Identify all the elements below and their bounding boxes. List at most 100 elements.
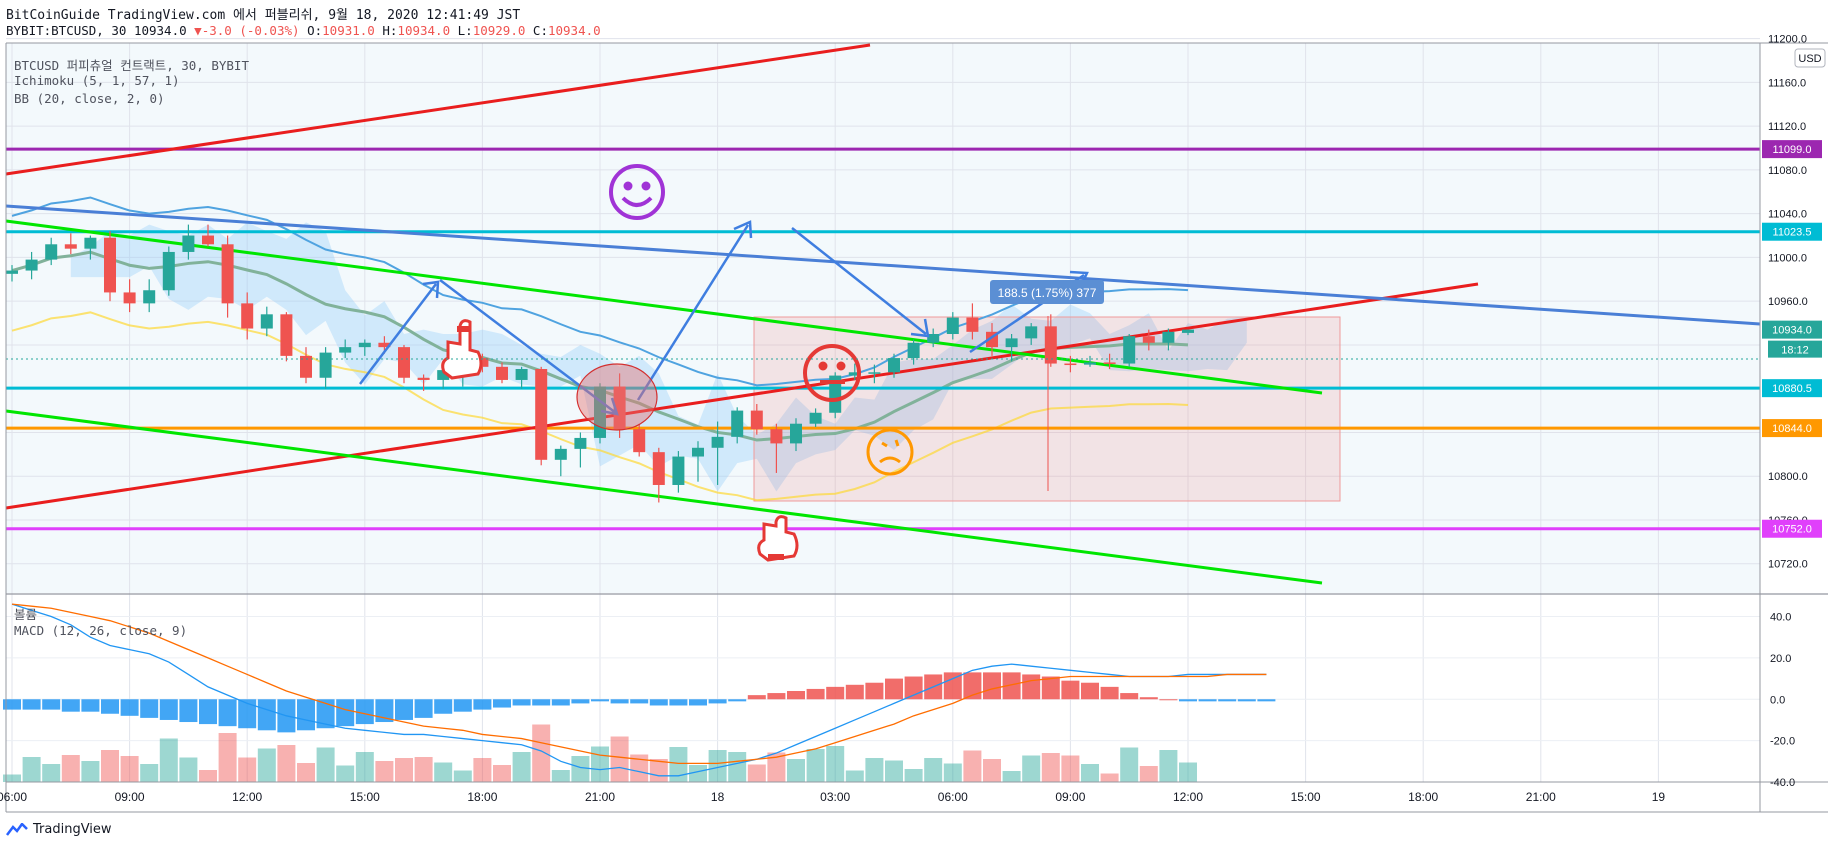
macd-histogram-bar <box>669 699 688 706</box>
volume-bar <box>297 763 315 782</box>
volume-bar <box>355 752 374 782</box>
macd-histogram-bar <box>551 699 570 706</box>
pointing-hand-icon <box>441 319 483 380</box>
volume-bar <box>610 736 629 782</box>
candle-body <box>711 436 724 448</box>
macd-histogram-bar <box>630 699 649 704</box>
candle-body <box>398 347 410 378</box>
macd-histogram-bar <box>473 699 492 710</box>
volume-bar <box>61 755 80 782</box>
level-label-bg <box>1762 379 1822 398</box>
open-value: 10931.0 <box>322 23 375 38</box>
volume-bar <box>963 750 982 782</box>
volume-bar <box>1041 753 1060 782</box>
time-axis[interactable]: 06:00 09:00 12:00 15:00 18:00 21:00 18 03:00 06:… <box>0 790 1665 804</box>
candle-body <box>45 244 58 260</box>
volume-bar <box>591 746 609 782</box>
candle-body <box>672 456 685 485</box>
horizontal-levels <box>6 147 1760 531</box>
price-tick-label: 11160.0 <box>1768 77 1806 89</box>
macd-histogram-bar <box>453 699 472 712</box>
volume-bar <box>1061 755 1080 782</box>
volume-bar <box>1022 755 1041 782</box>
macd-histogram-bar <box>767 693 786 700</box>
legend-symbol[interactable]: BTCUSD 퍼피츄얼 컨트랙트, 30, BYBIT <box>14 58 249 73</box>
candle-body <box>966 317 979 332</box>
macd-histogram-bar <box>826 686 845 700</box>
volume-bar <box>943 763 962 782</box>
ohlc-bar: BYBIT:BTCUSD, 30 10934.0 ▼-3.0 (-0.03%) … <box>6 23 601 38</box>
candle-body <box>221 244 234 304</box>
countdown-label: 18:12 <box>1781 345 1809 357</box>
candle-body <box>64 244 77 249</box>
candle-body <box>554 448 567 460</box>
macd-tick-label: -40.0 <box>1770 777 1795 789</box>
macd-histogram-bar <box>1198 699 1217 702</box>
volume-bar <box>512 752 531 782</box>
candle-body <box>1103 362 1116 364</box>
volume-bar <box>1100 773 1119 782</box>
macd-histogram-bar <box>355 699 374 725</box>
volume-bar <box>1179 762 1197 782</box>
macd-histogram-bar <box>610 699 629 704</box>
macd-histogram-bar <box>42 699 61 710</box>
volume-bar <box>669 747 688 782</box>
tradingview-logo-icon <box>6 822 28 836</box>
macd-histogram-bar <box>865 682 884 700</box>
macd-histogram-bar <box>257 699 276 731</box>
macd-histogram-bar <box>1081 682 1099 700</box>
legend-volume[interactable]: 볼륨 <box>14 607 38 622</box>
time-tick-label: 09:00 <box>115 790 145 804</box>
time-tick-label: 18:00 <box>467 790 497 804</box>
macd-histogram-bar <box>179 699 198 723</box>
level-label-bg <box>1762 519 1822 538</box>
macd-histogram-bar <box>983 672 1001 700</box>
price-tick-label: 11120.0 <box>1768 121 1806 133</box>
macd-histogram-bar <box>493 699 511 708</box>
candle-body <box>535 369 548 460</box>
macd-histogram-bar <box>728 699 747 702</box>
highlight-ellipse <box>576 363 658 431</box>
price-tick-label: 11200.0 <box>1768 34 1807 46</box>
candle-body <box>790 423 802 444</box>
candle-body <box>104 237 116 293</box>
volume-bar <box>101 750 119 782</box>
volume-bar <box>1139 766 1158 782</box>
volume-bar <box>1081 764 1099 782</box>
macd-axis[interactable]: 40.0 20.0 0.0 -20.0 -40.0 <box>1770 612 1795 789</box>
macd-tick-label: 20.0 <box>1770 653 1791 665</box>
macd-histogram-bar <box>140 699 159 718</box>
last-price-text: 10934.0 <box>133 23 187 38</box>
currency-button[interactable] <box>1794 48 1826 68</box>
footer-brand[interactable]: TradingView <box>6 822 112 837</box>
publish-info: BitCoinGuide TradingView.com 에서 퍼블리쉬, 9월… <box>6 8 521 23</box>
macd-histogram-bar <box>22 699 41 710</box>
legend-ichimoku[interactable]: Ichimoku (5, 1, 57, 1) <box>14 73 180 88</box>
confused-face-icon <box>866 428 914 476</box>
price-axis[interactable]: 11200.0 11160.0 11120.0 11080.0 11040.0 11000… <box>1768 34 1808 571</box>
macd-histogram-bar <box>1041 676 1060 700</box>
candle-body <box>437 370 450 380</box>
legend-macd[interactable]: MACD (12, 26, close, 9) <box>14 623 188 638</box>
currency-button-label[interactable]: USD <box>1798 53 1821 65</box>
pointing-down-hand-icon <box>757 515 799 562</box>
macd-histogram-bar <box>532 699 551 706</box>
volume-bar <box>257 748 276 782</box>
legend-bb[interactable]: BB (20, close, 2, 0) <box>14 91 165 106</box>
volume-bar <box>336 765 355 782</box>
last-price-label-bg <box>1762 320 1822 339</box>
macd-histogram-bar <box>649 699 668 706</box>
macd-histogram-bar <box>297 699 315 731</box>
macd-histogram-bar <box>120 699 139 716</box>
volume-bar <box>81 761 100 782</box>
candle-body <box>692 447 704 457</box>
volume-bar <box>493 765 511 782</box>
footer-brand-text: TradingView <box>33 822 112 837</box>
candle-body <box>143 290 156 304</box>
macd-histogram-bar <box>708 699 727 704</box>
red-upper-trendline <box>5 43 871 176</box>
macd-histogram-bar <box>414 699 433 718</box>
volume-bar <box>571 756 590 782</box>
volume-bar <box>395 758 413 782</box>
